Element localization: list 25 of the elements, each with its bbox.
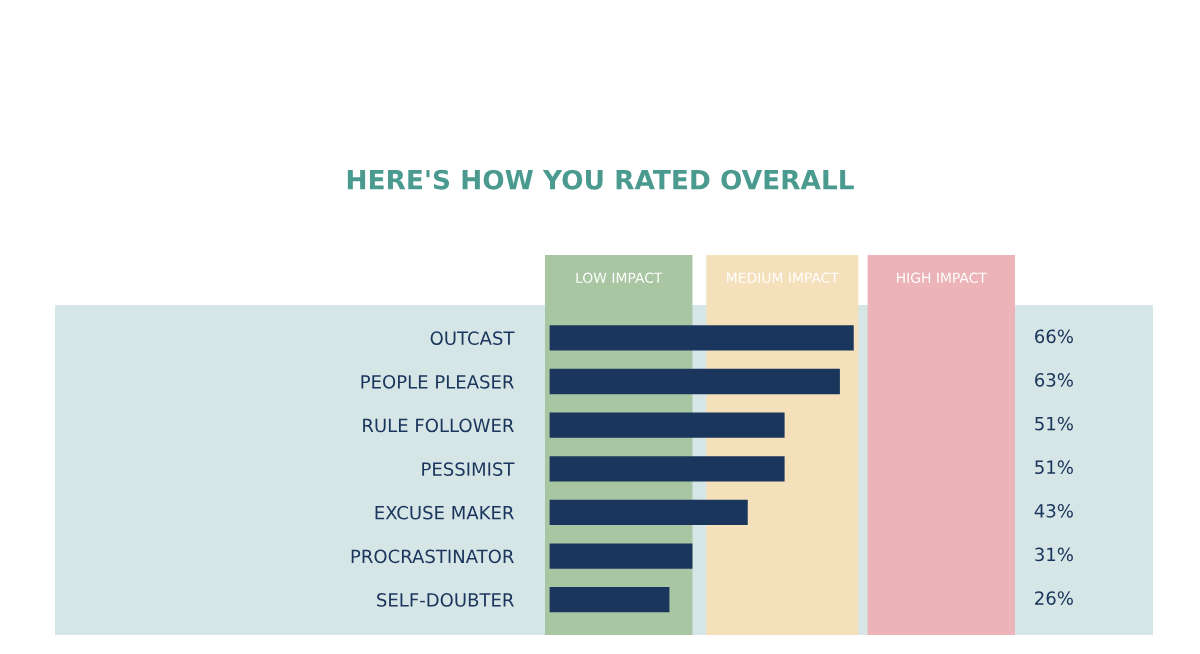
bar	[549, 325, 854, 351]
band-label: MEDIUM IMPACT	[727, 272, 839, 284]
data-label: 43%	[1034, 503, 1073, 518]
y-tick-label: PESSIMIST	[422, 462, 515, 476]
bar	[549, 368, 840, 395]
y-tick-label: PROCRASTINATOR	[351, 549, 514, 564]
data-label: 51%	[1035, 460, 1073, 475]
y-tick-label: RULE FOLLOWER	[363, 418, 514, 433]
bar	[549, 456, 785, 482]
data-label: 66%	[1035, 329, 1073, 344]
y-tick-label: OUTCAST	[430, 331, 515, 346]
y-tick-label: SELF-DOUBTER	[377, 593, 514, 607]
band-label: HIGH IMPACT	[897, 272, 987, 284]
bar	[549, 499, 748, 526]
bar	[549, 412, 785, 438]
data-label: 51%	[1035, 416, 1073, 431]
y-tick-label: EXCUSE MAKER	[375, 505, 514, 520]
bar	[549, 543, 693, 569]
chart-title: HERE'S HOW YOU RATED OVERALL	[347, 169, 854, 190]
data-label: 63%	[1035, 373, 1073, 387]
data-label: 31%	[1035, 547, 1073, 562]
y-tick-label: PEOPLE PLEASER	[361, 374, 514, 389]
band-label: LOW IMPACT	[576, 272, 663, 284]
data-label: 26%	[1035, 591, 1073, 605]
bar	[549, 587, 670, 613]
